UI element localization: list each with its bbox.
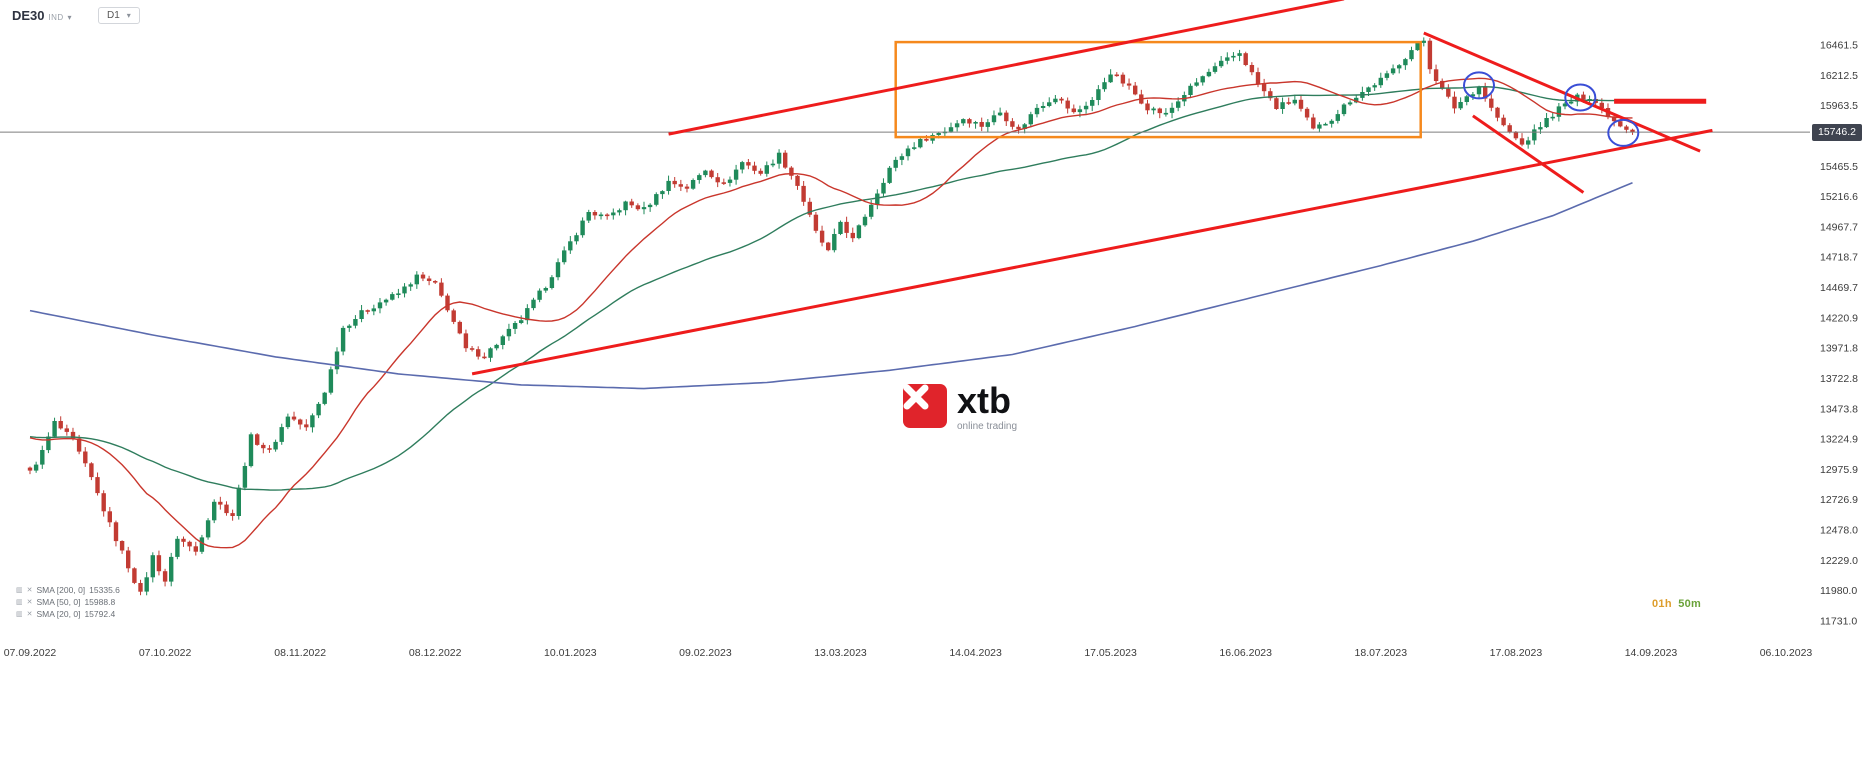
indicator-remove-icon[interactable]: ✕	[26, 587, 33, 594]
indicator-chart-icon: ▥	[16, 599, 23, 606]
indicator-label: SMA [50, 0]	[36, 597, 81, 607]
indicator-row-sma20[interactable]: ▥ ✕ SMA [20, 0] 15792.4	[16, 609, 120, 619]
svg-text:16461.5: 16461.5	[1820, 40, 1858, 52]
instrument-symbol: DE30	[12, 8, 45, 23]
svg-text:16212.5: 16212.5	[1820, 70, 1858, 82]
svg-text:14.04.2023: 14.04.2023	[949, 647, 1002, 659]
xtb-watermark: xtb online trading	[903, 380, 1018, 433]
svg-text:10.01.2023: 10.01.2023	[544, 647, 597, 659]
svg-text:13.03.2023: 13.03.2023	[814, 647, 867, 659]
sma-200-line	[29, 182, 1633, 390]
svg-text:07.09.2022: 07.09.2022	[4, 647, 57, 659]
svg-text:08.12.2022: 08.12.2022	[409, 647, 462, 659]
svg-text:08.11.2022: 08.11.2022	[274, 647, 326, 659]
svg-text:18.07.2023: 18.07.2023	[1355, 647, 1408, 659]
wedge-lower-trendline[interactable]	[1472, 114, 1585, 194]
candle-countdown-timer: 01h 50m	[1652, 598, 1701, 610]
x-axis-labels: 07.09.2022 07.10.2022 08.11.2022 08.12.2022…	[4, 647, 1813, 659]
indicator-value: 15988.8	[84, 597, 116, 607]
indicator-label: SMA [20, 0]	[36, 609, 81, 619]
channel-upper-trendline[interactable]	[668, 0, 1345, 136]
svg-text:11731.0: 11731.0	[1820, 616, 1857, 628]
svg-text:07.10.2022: 07.10.2022	[139, 647, 192, 659]
indicator-remove-icon[interactable]: ✕	[26, 611, 33, 618]
xtb-logo-text: xtb	[957, 380, 1011, 421]
svg-text:13224.9: 13224.9	[1820, 434, 1858, 446]
indicator-label: SMA [200, 0]	[36, 585, 86, 595]
svg-text:16.06.2023: 16.06.2023	[1219, 647, 1272, 659]
svg-text:14469.7: 14469.7	[1820, 282, 1858, 294]
signal-circle[interactable]	[1564, 83, 1597, 112]
svg-text:09.02.2023: 09.02.2023	[679, 647, 732, 659]
instrument-type-label: IND	[48, 13, 64, 22]
indicator-row-sma200[interactable]: ▥ ✕ SMA [200, 0] 15335.6	[16, 585, 120, 595]
indicator-remove-icon[interactable]: ✕	[26, 599, 33, 606]
instrument-selector[interactable]: DE30 IND ▾	[12, 8, 72, 23]
timeframe-selector[interactable]: D1 ▾	[98, 7, 140, 24]
svg-text:14718.7: 14718.7	[1820, 252, 1858, 264]
signal-circle[interactable]	[1607, 118, 1640, 147]
svg-text:15465.5: 15465.5	[1820, 161, 1858, 173]
candles-group	[27, 37, 1635, 596]
indicator-legend: ▥ ✕ SMA [200, 0] 15335.6 ▥ ✕ SMA [50, 0]…	[16, 585, 120, 619]
channel-lower-trendline[interactable]	[471, 128, 1713, 376]
svg-text:14.09.2023: 14.09.2023	[1625, 647, 1678, 659]
timeframe-label: D1	[107, 10, 120, 21]
indicator-value: 15792.4	[84, 609, 116, 619]
svg-text:06.10.2023: 06.10.2023	[1760, 647, 1813, 659]
xtb-tagline: online trading	[957, 421, 1018, 433]
y-axis-labels: 16461.5 16212.5 15963.5 15465.5 15216.6 14967…	[1820, 40, 1858, 628]
svg-text:17.08.2023: 17.08.2023	[1490, 647, 1543, 659]
svg-text:13473.8: 13473.8	[1820, 403, 1858, 415]
svg-text:12975.9: 12975.9	[1820, 464, 1858, 476]
chevron-down-icon: ▾	[126, 11, 131, 20]
countdown-hours: 01h	[1652, 598, 1672, 610]
indicator-value: 15335.6	[89, 585, 120, 595]
sma-20-line	[29, 77, 1633, 549]
svg-text:14220.9: 14220.9	[1820, 312, 1858, 324]
svg-text:12229.0: 12229.0	[1820, 555, 1858, 567]
current-price-badge: 15746.2	[1812, 124, 1862, 141]
indicator-chart-icon: ▥	[16, 611, 23, 618]
svg-text:12726.9: 12726.9	[1820, 494, 1858, 506]
svg-text:14967.7: 14967.7	[1820, 221, 1858, 233]
svg-text:13722.8: 13722.8	[1820, 373, 1858, 385]
countdown-minutes: 50m	[1678, 598, 1702, 610]
svg-text:17.05.2023: 17.05.2023	[1084, 647, 1137, 659]
sma-50-line	[29, 85, 1633, 491]
svg-text:15963.5: 15963.5	[1820, 100, 1858, 112]
xtb-logo-icon	[903, 384, 947, 428]
svg-text:12478.0: 12478.0	[1820, 525, 1858, 537]
indicator-chart-icon: ▥	[16, 587, 23, 594]
svg-text:13971.8: 13971.8	[1820, 343, 1858, 355]
indicator-row-sma50[interactable]: ▥ ✕ SMA [50, 0] 15988.8	[16, 597, 120, 607]
signal-circle[interactable]	[1463, 71, 1495, 100]
chevron-down-icon: ▾	[67, 13, 72, 22]
svg-text:11980.0: 11980.0	[1820, 585, 1857, 597]
svg-text:15216.6: 15216.6	[1820, 191, 1858, 203]
wedge-upper-trendline[interactable]	[1423, 31, 1701, 153]
